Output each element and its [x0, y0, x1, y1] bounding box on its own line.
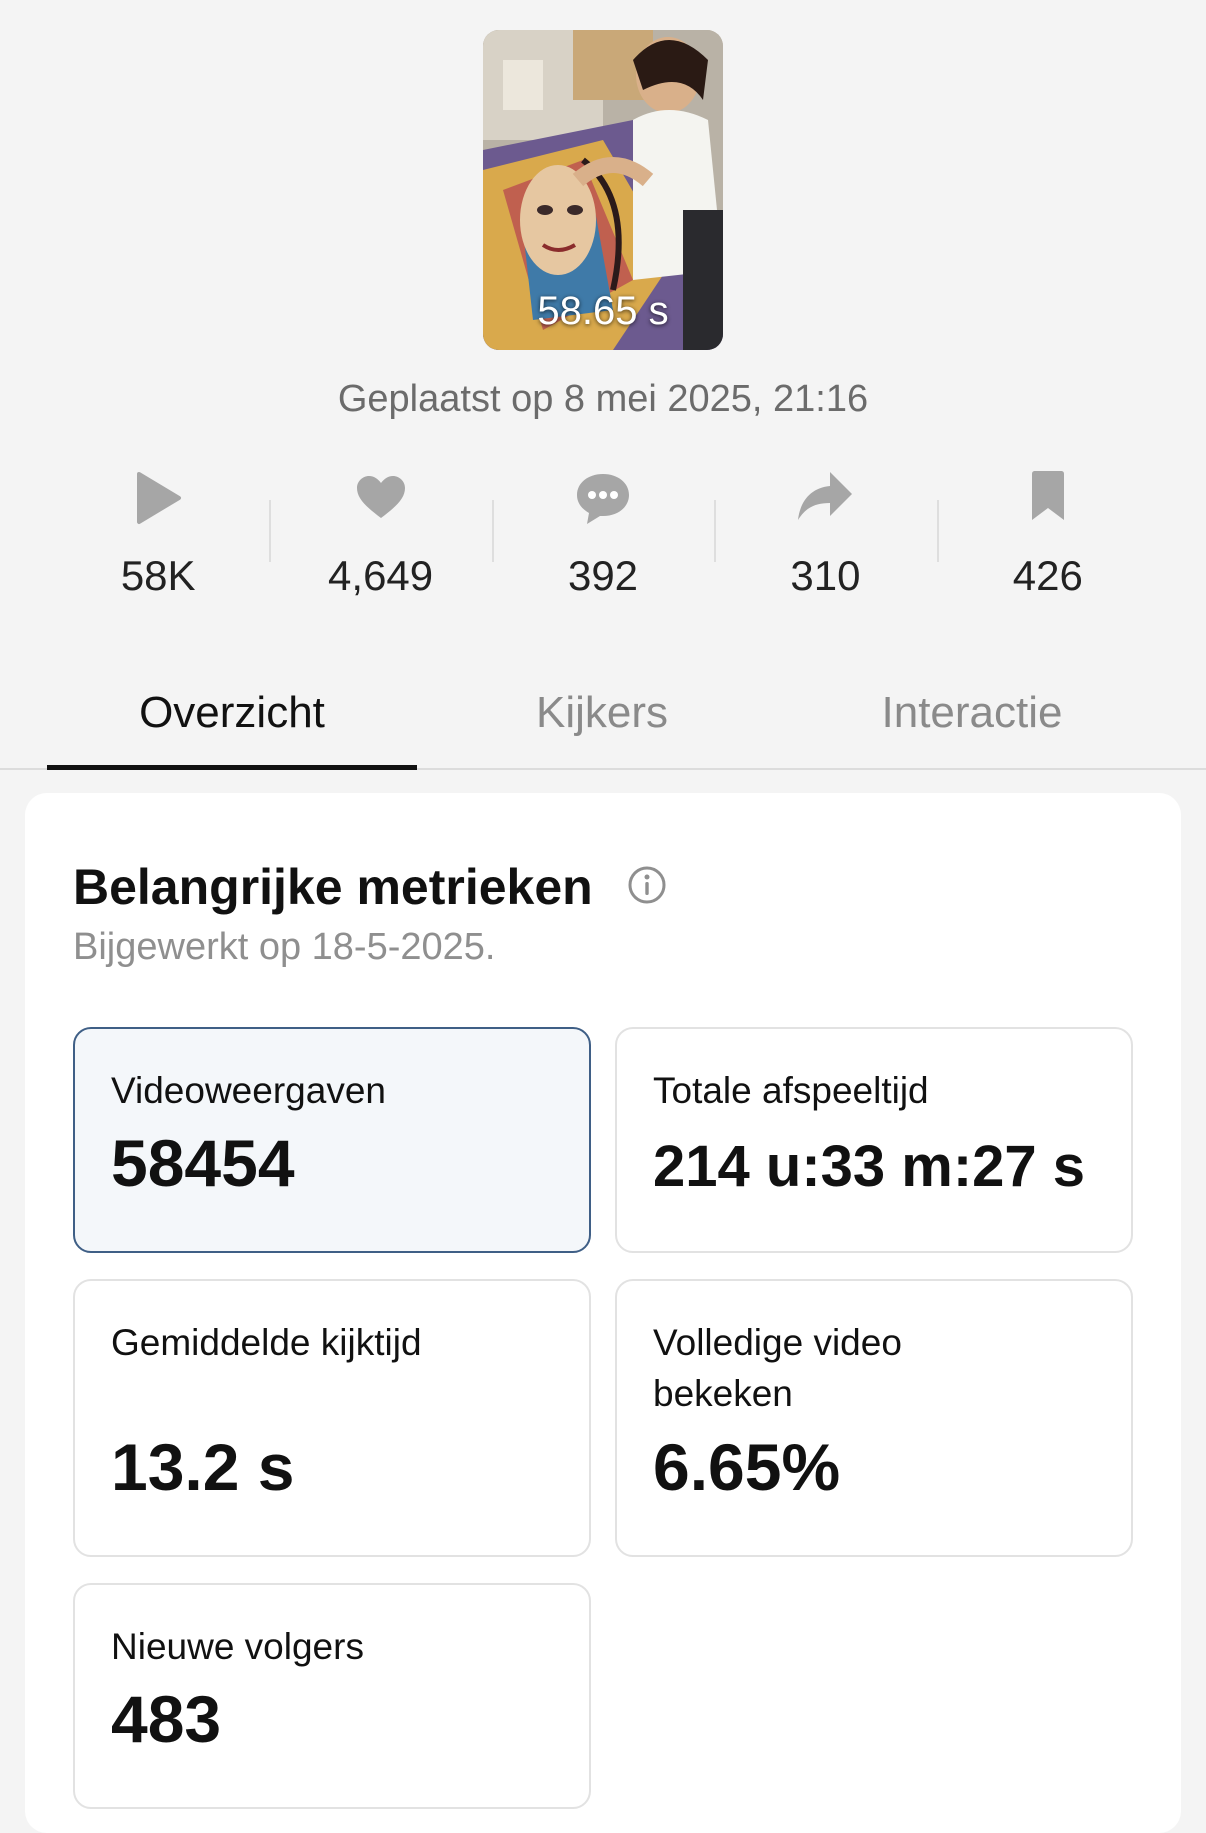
divider [714, 500, 717, 562]
thumbnail-image [483, 30, 723, 350]
card-title: Belangrijke metrieken [73, 859, 593, 915]
metric-value: 214 u:33 m:27 s [653, 1134, 1086, 1199]
video-duration: 58.65 s [537, 289, 669, 333]
metric-label: Totale afspeeltijd [653, 1070, 929, 1111]
updated-date: Bijgewerkt op 18-5-2025. [73, 926, 496, 968]
metric-value: 13.2 s [111, 1430, 295, 1504]
metric-new-followers[interactable]: Nieuwe volgers 483 [73, 1583, 591, 1809]
metric-label: Nieuwe volgers [111, 1626, 364, 1667]
posted-date: Geplaatst op 8 mei 2025, 21:16 [337, 378, 869, 420]
metric-total-playtime[interactable]: Totale afspeeltijd 214 u:33 m:27 s [615, 1027, 1133, 1253]
stat-value: 426 [1012, 552, 1083, 599]
divider [491, 500, 494, 562]
metric-value: 483 [111, 1682, 222, 1756]
stat-shares: 310 [714, 470, 936, 620]
metric-video-views[interactable]: Videoweergaven 58454 [73, 1027, 591, 1253]
heart-icon [355, 470, 407, 540]
tab-bar: Overzicht Kijkers Interactie [0, 670, 1206, 770]
stat-value: 4,649 [328, 552, 434, 599]
tab-overzicht[interactable]: Overzicht [47, 670, 417, 770]
stat-value: 310 [790, 552, 861, 599]
metric-value: 58454 [111, 1126, 295, 1200]
stat-comments: 392 [491, 470, 714, 620]
tab-interactie[interactable]: Interactie [881, 688, 1063, 737]
key-metrics-card: Belangrijke metrieken Bijgewerkt op 18-5… [25, 793, 1181, 1833]
stat-value: 392 [567, 552, 639, 599]
stat-bookmarks: 426 [936, 470, 1159, 620]
metric-label: Volledige video bekeken [653, 1322, 902, 1414]
metric-label: Videoweergaven [111, 1070, 386, 1111]
divider [269, 500, 272, 562]
metric-label: Gemiddelde kijktijd [111, 1322, 422, 1363]
video-thumbnail[interactable]: 58.65 s [483, 30, 723, 350]
tab-kijkers[interactable]: Kijkers [535, 688, 669, 737]
stat-value: 58K [120, 552, 196, 599]
metric-full-video-watched[interactable]: Volledige video bekeken 6.65% [615, 1279, 1133, 1557]
metric-value: 6.65% [653, 1430, 841, 1504]
comment-icon [574, 470, 632, 540]
play-icon [133, 470, 183, 540]
stat-views: 58K [47, 470, 269, 620]
video-header: 58.65 s Geplaatst op 8 mei 2025, 21:16 5… [0, 0, 1206, 770]
share-icon [796, 470, 854, 540]
bookmark-icon [1028, 470, 1068, 540]
info-icon[interactable] [627, 865, 667, 905]
metric-average-watch-time[interactable]: Gemiddelde kijktijd 13.2 s [73, 1279, 591, 1557]
stats-row: 58K 4,649 392 310 [47, 470, 1159, 620]
stat-likes: 4,649 [269, 470, 491, 620]
divider [936, 500, 939, 562]
